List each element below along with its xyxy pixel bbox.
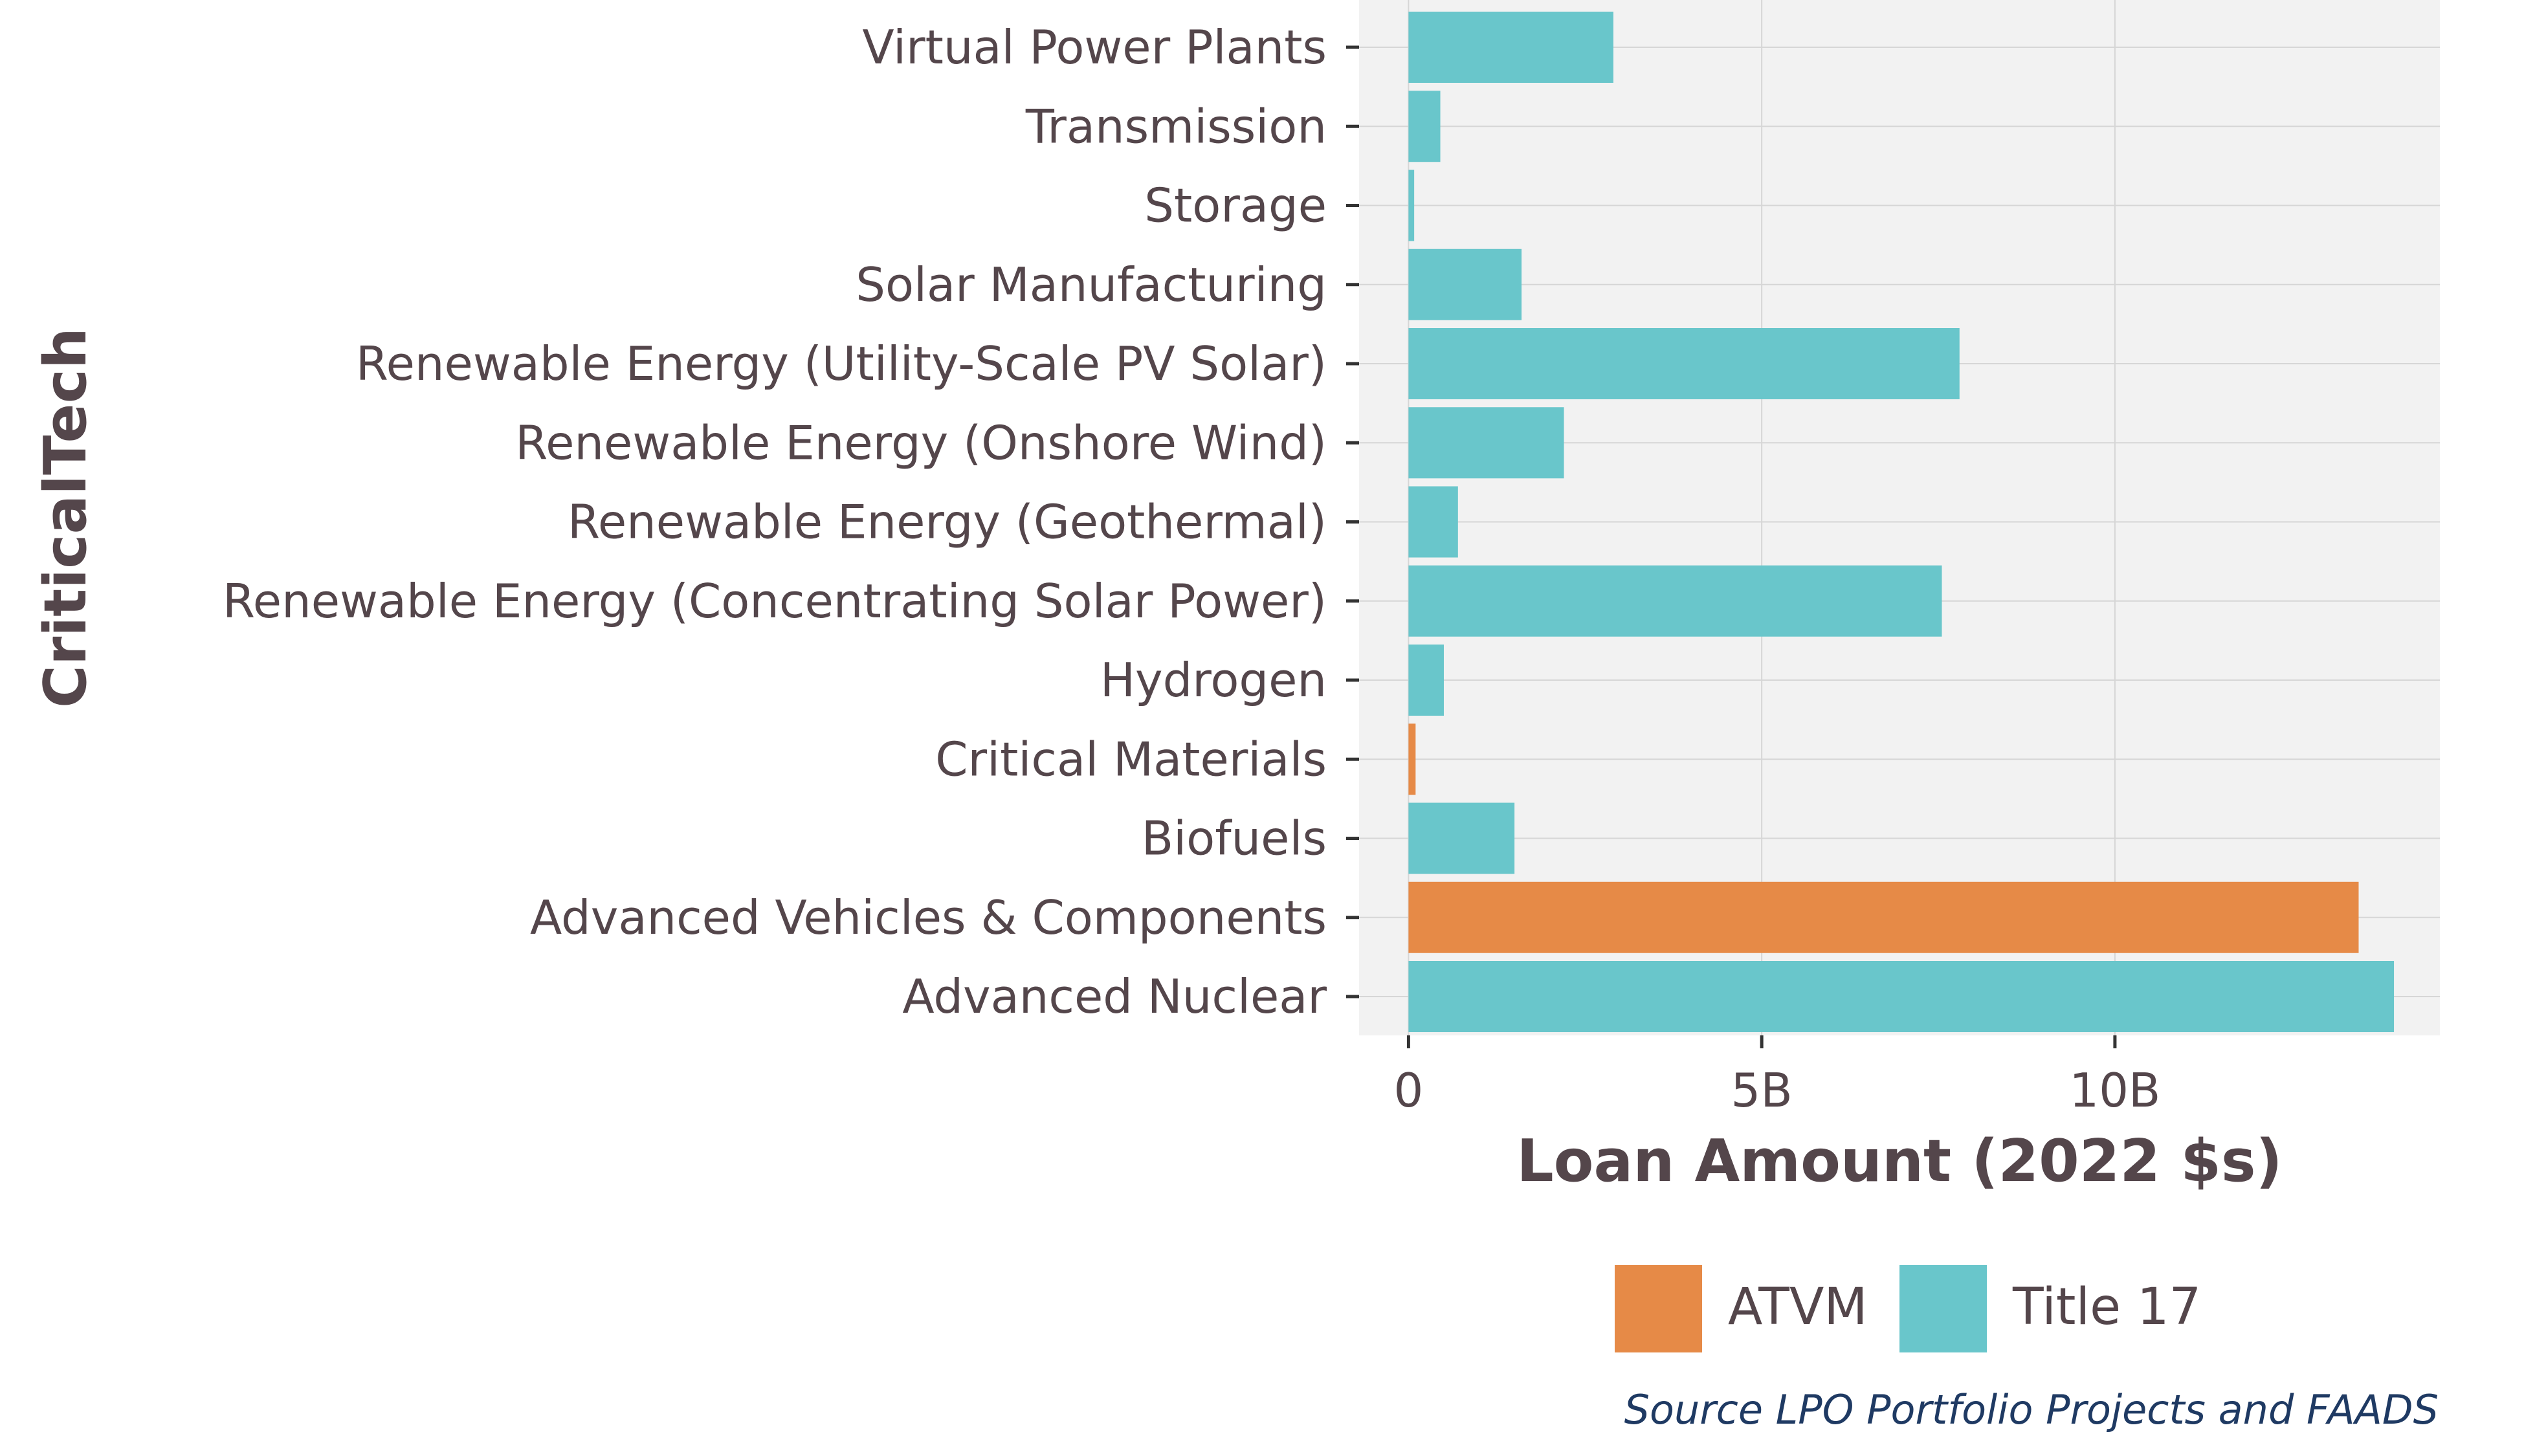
legend-swatch-atvm — [1615, 1265, 1702, 1352]
bar-solar-manufacturing — [1408, 248, 1522, 320]
bar-hydrogen — [1408, 645, 1444, 716]
x-axis-ticks: 0 5B 10B — [1393, 1035, 2160, 1118]
bar-advanced-vehicles-components — [1408, 881, 2359, 953]
bar-transmission — [1408, 91, 1441, 162]
category-label-hydrogen: Hydrogen — [1100, 653, 1327, 707]
x-tick-label-0: 0 — [1393, 1063, 1423, 1118]
bar-virtual-power-plants — [1408, 12, 1613, 83]
category-label-advanced-vehicles-components: Advanced Vehicles & Components — [530, 890, 1327, 945]
bar-critical-materials — [1408, 723, 1416, 795]
category-label-virtual-power-plants: Virtual Power Plants — [862, 20, 1327, 74]
bar-advanced-nuclear — [1408, 961, 2395, 1032]
category-label-storage: Storage — [1144, 179, 1327, 233]
category-label-renewable-energy-geothermal: Renewable Energy (Geothermal) — [568, 495, 1327, 549]
bar-renewable-energy-concentrating-solar-power — [1408, 565, 1942, 637]
legend-label-atvm: ATVM — [1728, 1278, 1868, 1336]
category-label-transmission: Transmission — [1025, 99, 1327, 153]
category-label-biofuels: Biofuels — [1142, 811, 1327, 866]
source-note: Source LPO Portfolio Projects and FAADS — [1624, 1386, 2439, 1433]
bar-renewable-energy-onshore-wind — [1408, 407, 1564, 479]
bar-renewable-energy-utility-scale-pv-solar — [1408, 328, 1960, 399]
category-label-critical-materials: Critical Materials — [935, 732, 1327, 786]
plot-panel — [1359, 0, 2440, 1035]
x-axis-title: Loan Amount (2022 $s) — [1516, 1127, 2282, 1195]
legend-label-title-17: Title 17 — [2012, 1278, 2201, 1336]
y-axis-title: CriticalTech — [32, 327, 100, 708]
category-label-advanced-nuclear: Advanced Nuclear — [902, 969, 1327, 1024]
x-tick-label-10: 10B — [2069, 1063, 2160, 1118]
category-label-renewable-energy-concentrating-solar-power: Renewable Energy (Concentrating Solar Po… — [223, 574, 1327, 628]
bar-renewable-energy-geothermal — [1408, 486, 1458, 558]
legend: ATVM Title 17 — [1615, 1265, 2201, 1352]
legend-swatch-title-17 — [1899, 1265, 1987, 1352]
x-tick-label-5: 5B — [1731, 1063, 1793, 1118]
category-labels: Virtual Power Plants Transmission Storage S… — [223, 20, 1359, 1024]
bar-storage — [1408, 170, 1415, 241]
category-label-renewable-energy-utility-scale-pv-solar: Renewable Energy (Utility-Scale PV Solar… — [356, 336, 1327, 391]
category-label-solar-manufacturing: Solar Manufacturing — [856, 258, 1327, 312]
bar-biofuels — [1408, 802, 1515, 874]
category-label-renewable-energy-onshore-wind: Renewable Energy (Onshore Wind) — [515, 415, 1327, 470]
bars — [1408, 12, 2395, 1032]
